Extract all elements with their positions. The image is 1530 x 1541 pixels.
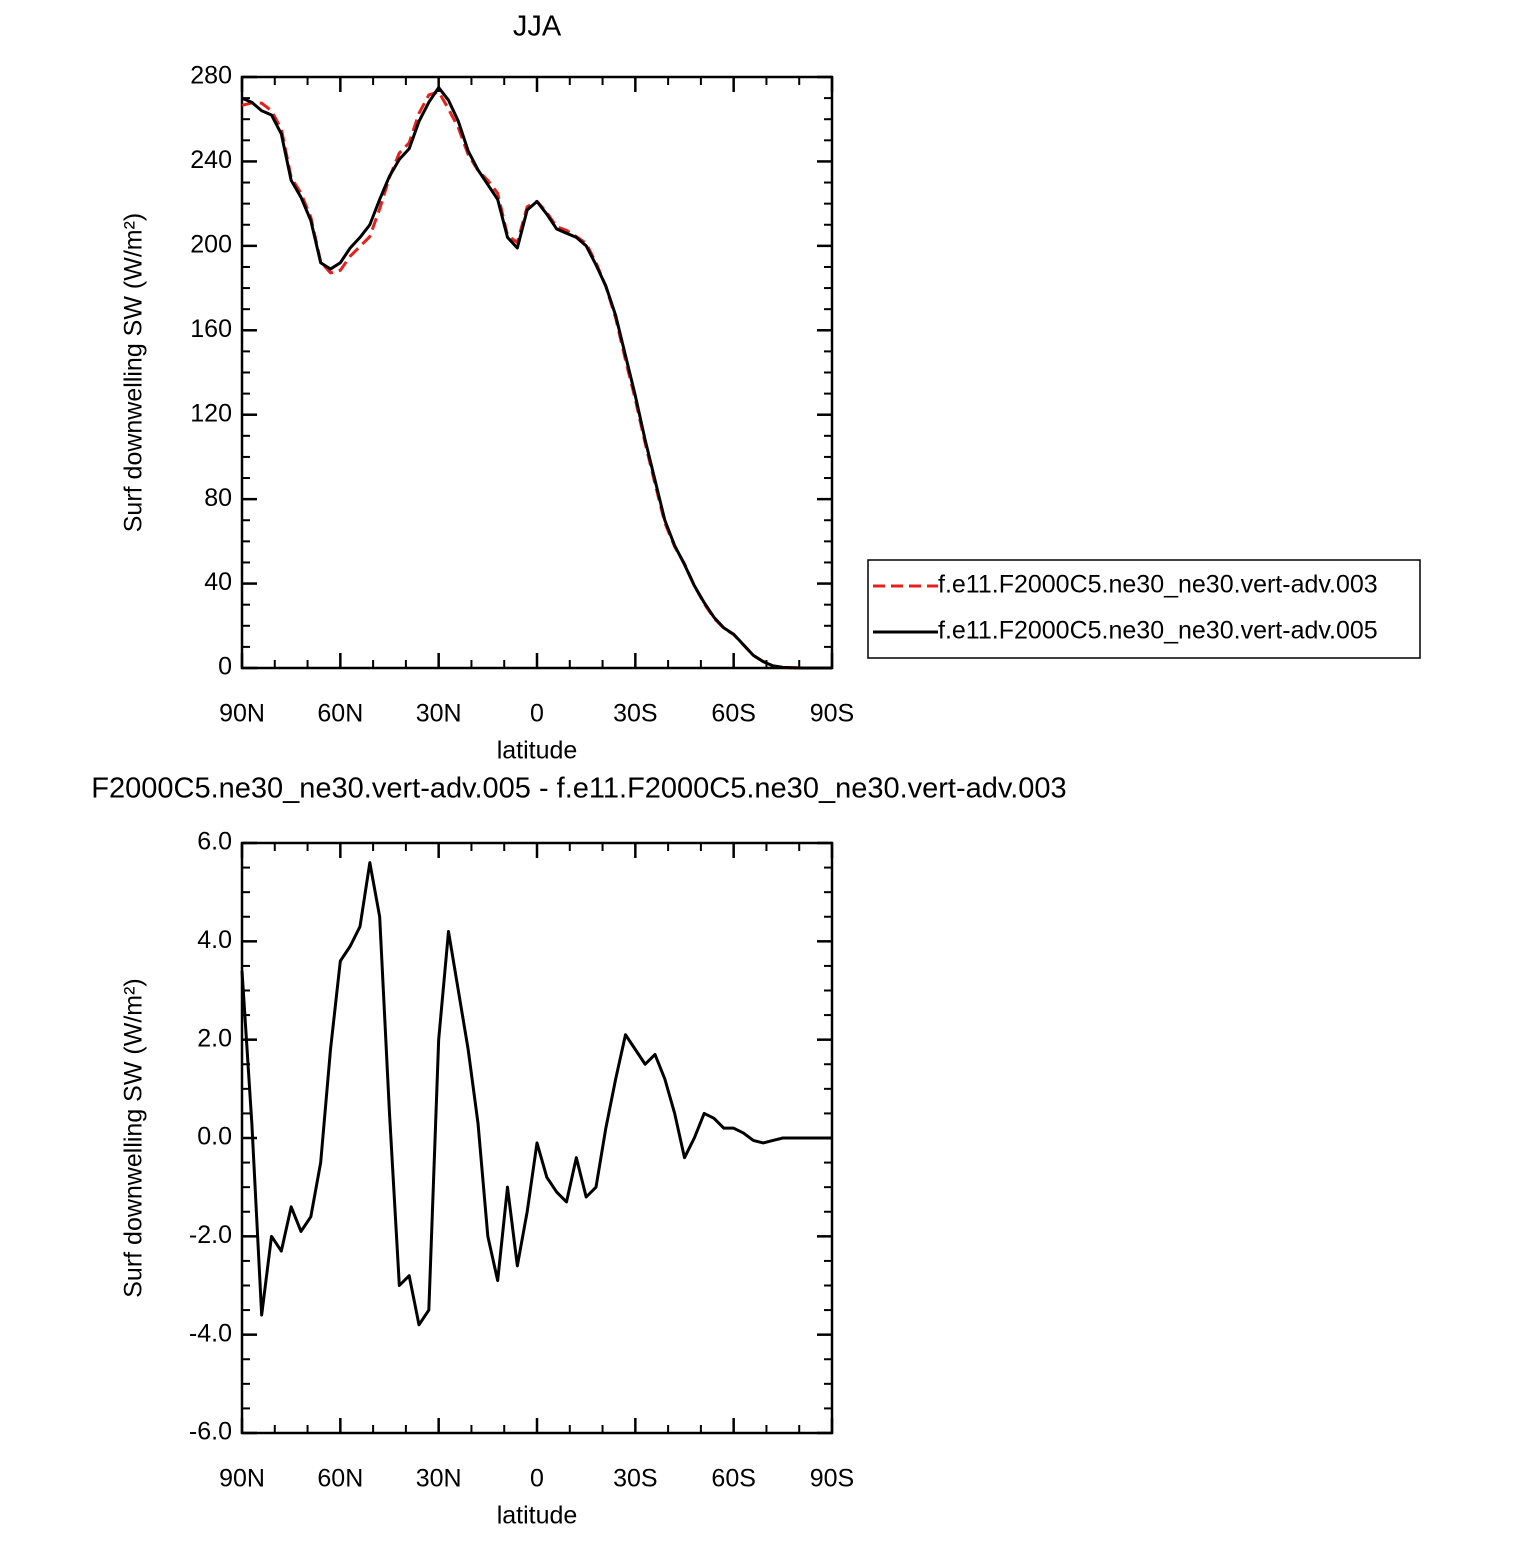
x-tick-label: 60N [317, 700, 363, 728]
chart-title: F2000C5.ne30_ne30.vert-adv.005 - f.e11.F… [91, 773, 1066, 805]
y-tick-label: 0.0 [197, 1123, 232, 1151]
y-tick-label: -6.0 [189, 1418, 232, 1446]
plot-frame [240, 841, 834, 1435]
x-tick-label: 60S [711, 700, 755, 728]
y-tick-label: 120 [190, 399, 232, 427]
data-line [241, 86, 832, 670]
chart-title: JJA [513, 11, 562, 43]
x-tick-label: 90N [219, 700, 265, 728]
y-tick-label: -4.0 [189, 1319, 232, 1347]
x-tick-label: 30N [416, 1465, 462, 1493]
y-axis-label: Surf downwelling SW (W/m²) [120, 213, 148, 533]
y-axis-label: Surf downwelling SW (W/m²) [120, 978, 148, 1298]
data-line [241, 90, 832, 670]
legend-box [867, 559, 1421, 659]
y-tick-label: 280 [190, 62, 232, 90]
x-tick-label: 30N [416, 700, 462, 728]
x-tick-label: 60N [317, 1465, 363, 1493]
y-tick-label: -2.0 [189, 1221, 232, 1249]
x-axis-label: latitude [497, 1502, 578, 1530]
y-tick-label: 2.0 [197, 1024, 232, 1052]
x-axis-label: latitude [497, 737, 578, 765]
x-tick-label: 60S [711, 1465, 755, 1493]
y-tick-label: 200 [190, 230, 232, 258]
x-tick-label: 0 [530, 1465, 544, 1493]
legend-label: f.e11.F2000C5.ne30_ne30.vert-adv.005 [938, 617, 1378, 645]
x-tick-label: 30S [613, 700, 657, 728]
y-tick-label: 0 [218, 653, 232, 681]
x-tick-label: 30S [613, 1465, 657, 1493]
y-tick-label: 6.0 [197, 828, 232, 856]
legend-label: f.e11.F2000C5.ne30_ne30.vert-adv.003 [938, 571, 1378, 599]
y-tick-label: 240 [190, 146, 232, 174]
plot-frame [240, 75, 834, 670]
y-tick-label: 40 [204, 568, 232, 596]
x-tick-label: 0 [530, 700, 544, 728]
x-tick-label: 90N [219, 1465, 265, 1493]
y-tick-label: 80 [204, 484, 232, 512]
x-tick-label: 90S [810, 700, 854, 728]
y-tick-label: 160 [190, 315, 232, 343]
x-tick-label: 90S [810, 1465, 854, 1493]
y-tick-label: 4.0 [197, 926, 232, 954]
data-line [240, 861, 832, 1327]
